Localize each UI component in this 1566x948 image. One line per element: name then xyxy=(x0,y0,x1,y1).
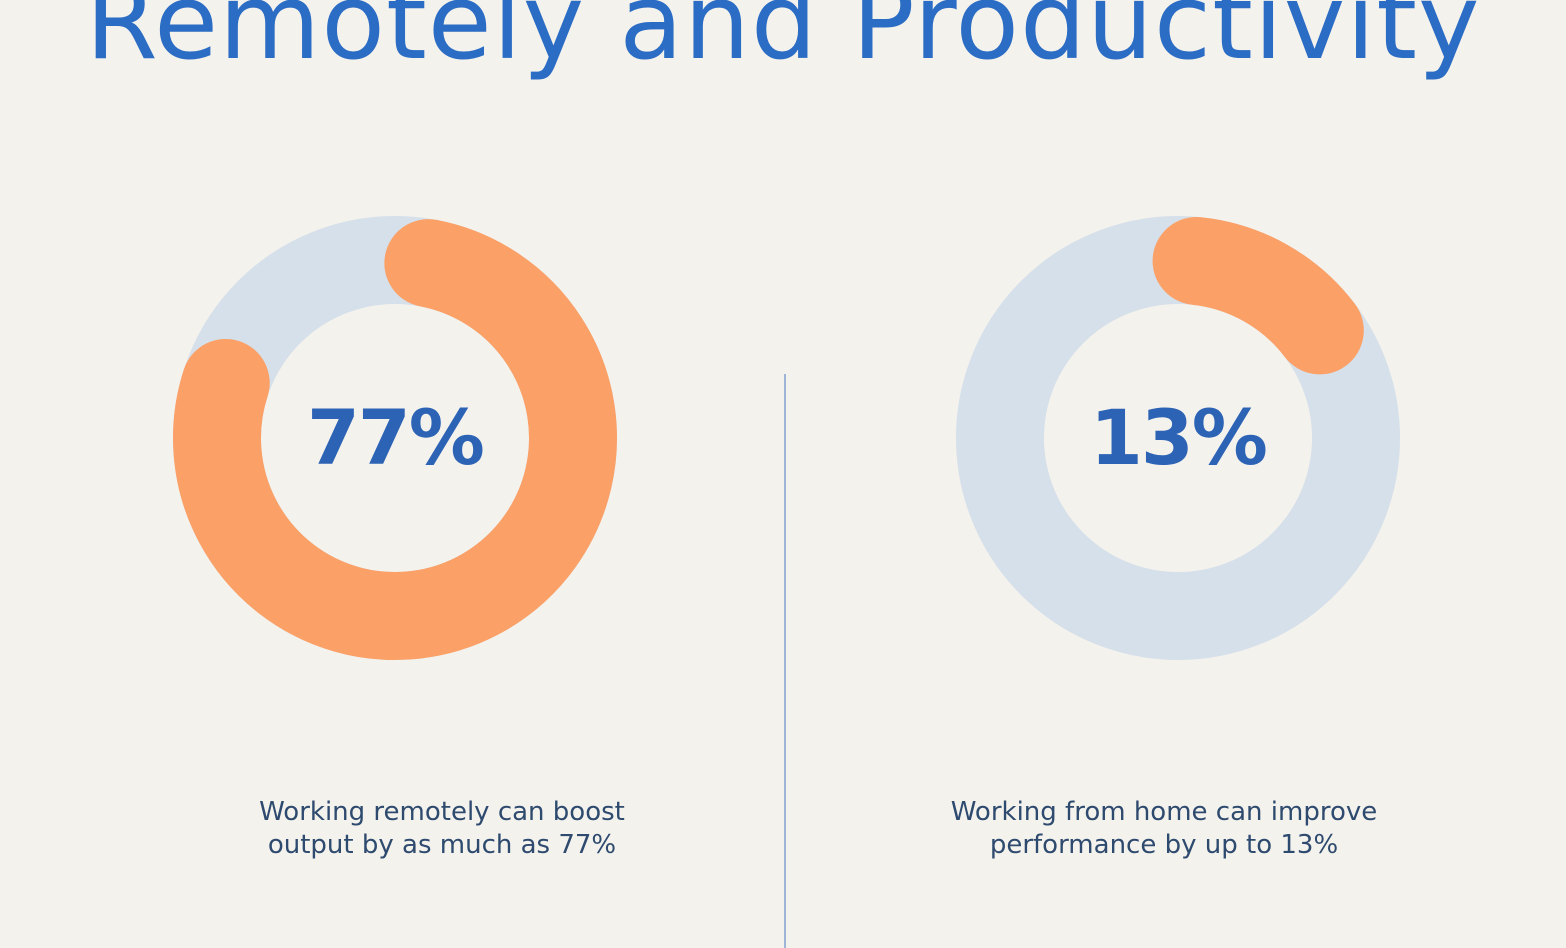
divider-line xyxy=(784,374,786,948)
donut-center-value: 77% xyxy=(307,393,485,482)
caption-line: output by as much as 77% xyxy=(267,830,617,860)
caption-line: Working from home can improve xyxy=(950,797,1378,827)
page-title: Remotely and Productivity xyxy=(85,0,1481,83)
donut-chart-home-performance xyxy=(956,216,1400,660)
donut-center-value: 13% xyxy=(1090,393,1268,482)
donut-arc-value xyxy=(1152,216,1364,375)
donut-caption: Working from home can improve performanc… xyxy=(884,796,1444,862)
donut-arc-value xyxy=(173,219,617,660)
caption-line: Working remotely can boost xyxy=(259,797,625,827)
caption-line: performance by up to 13% xyxy=(989,830,1339,860)
donut-chart-remote-output xyxy=(173,216,617,660)
donut-caption: Working remotely can boost output by as … xyxy=(162,796,722,862)
